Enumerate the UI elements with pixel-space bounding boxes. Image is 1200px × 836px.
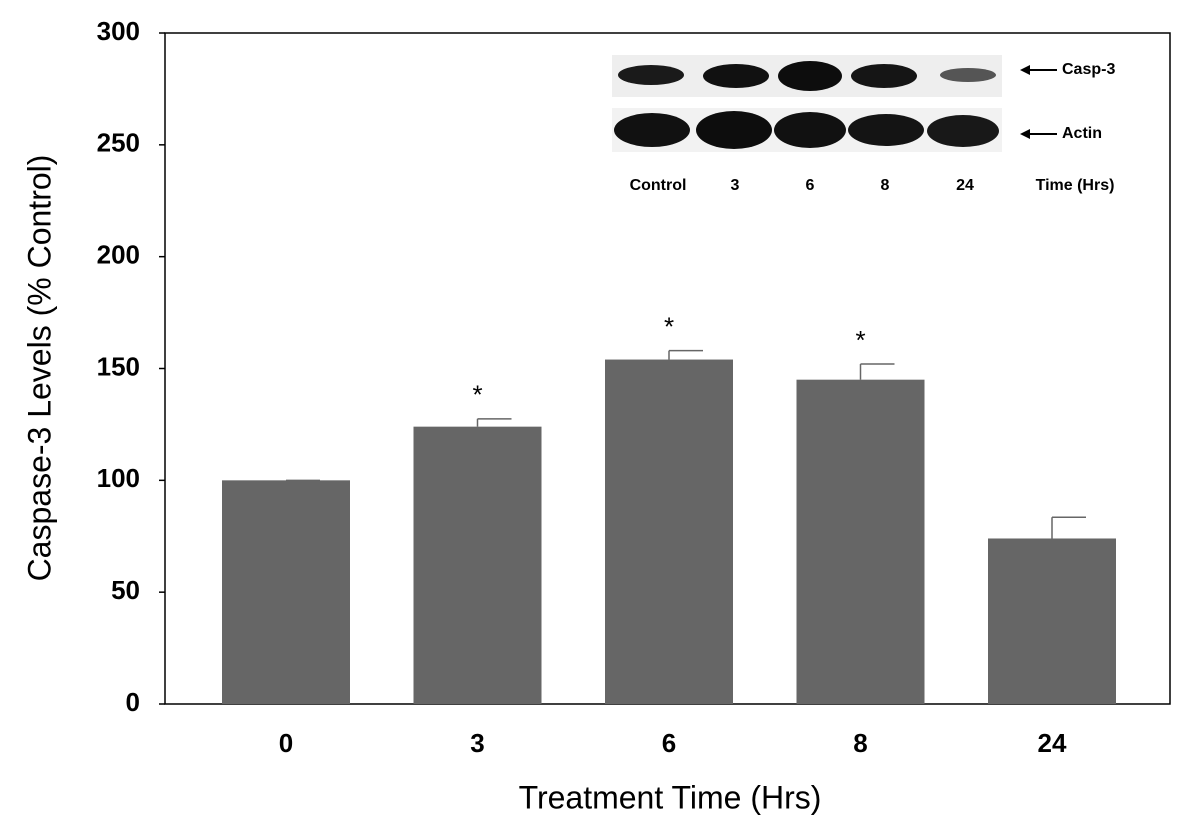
bar <box>605 359 733 704</box>
lane-label: 24 <box>956 177 974 194</box>
significance-mark: * <box>664 311 674 341</box>
y-axis-label: Caspase-3 Levels (% Control) <box>21 155 57 582</box>
x-tick-label: 24 <box>1038 728 1067 758</box>
y-tick-label: 0 <box>126 687 140 717</box>
x-tick-label: 0 <box>279 728 293 758</box>
y-tick-label: 250 <box>97 128 140 158</box>
x-tick-label: 3 <box>470 728 484 758</box>
lane-label: 6 <box>806 177 815 194</box>
x-axis-label: Treatment Time (Hrs) <box>519 779 822 815</box>
band-label: Casp-3 <box>1062 61 1115 78</box>
lane-label: Control <box>630 177 687 194</box>
significance-mark: * <box>472 380 482 410</box>
significance-mark: * <box>855 325 865 355</box>
bar <box>988 538 1116 704</box>
blot-image <box>612 55 1057 152</box>
x-tick-label: 8 <box>853 728 867 758</box>
y-tick-label: 100 <box>97 463 140 493</box>
y-tick-label: 300 <box>97 16 140 46</box>
y-tick-label: 50 <box>111 575 140 605</box>
y-tick-label: 150 <box>97 351 140 381</box>
bar <box>222 480 350 704</box>
lane-label: 3 <box>731 177 740 194</box>
lane-title: Time (Hrs) <box>1036 177 1115 194</box>
band-label: Actin <box>1062 125 1102 142</box>
x-tick-label: 6 <box>662 728 676 758</box>
lane-label: 8 <box>881 177 890 194</box>
bar <box>796 379 925 704</box>
y-tick-label: 200 <box>97 240 140 270</box>
bar <box>413 426 542 704</box>
